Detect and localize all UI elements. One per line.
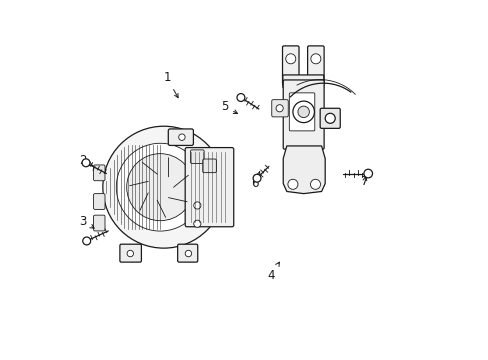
Circle shape xyxy=(363,169,372,178)
Circle shape xyxy=(102,126,224,248)
FancyBboxPatch shape xyxy=(168,129,193,145)
FancyBboxPatch shape xyxy=(307,46,324,85)
Circle shape xyxy=(237,94,244,102)
Text: 3: 3 xyxy=(79,215,94,228)
Circle shape xyxy=(297,106,309,118)
FancyBboxPatch shape xyxy=(203,159,216,173)
FancyBboxPatch shape xyxy=(271,100,287,117)
Circle shape xyxy=(292,101,314,123)
FancyBboxPatch shape xyxy=(120,244,141,262)
FancyBboxPatch shape xyxy=(282,46,298,85)
FancyBboxPatch shape xyxy=(283,80,324,149)
FancyBboxPatch shape xyxy=(185,148,233,227)
Circle shape xyxy=(253,174,261,182)
FancyBboxPatch shape xyxy=(93,194,105,210)
FancyBboxPatch shape xyxy=(282,75,323,88)
Text: 1: 1 xyxy=(163,71,178,98)
Circle shape xyxy=(170,185,182,197)
Circle shape xyxy=(285,54,295,64)
Circle shape xyxy=(325,113,335,123)
Circle shape xyxy=(193,202,201,209)
Circle shape xyxy=(310,179,320,189)
FancyBboxPatch shape xyxy=(320,108,340,129)
Circle shape xyxy=(310,54,320,64)
FancyBboxPatch shape xyxy=(177,244,197,262)
Polygon shape xyxy=(283,146,325,194)
Circle shape xyxy=(126,154,193,221)
Circle shape xyxy=(178,134,185,140)
Text: 4: 4 xyxy=(267,262,279,282)
Text: 6: 6 xyxy=(251,172,260,190)
FancyBboxPatch shape xyxy=(289,93,314,131)
Text: 7: 7 xyxy=(360,175,367,188)
Circle shape xyxy=(276,105,283,112)
Circle shape xyxy=(138,153,214,229)
Circle shape xyxy=(82,159,90,167)
FancyBboxPatch shape xyxy=(93,215,105,231)
Circle shape xyxy=(193,220,201,227)
FancyBboxPatch shape xyxy=(93,165,105,181)
Circle shape xyxy=(185,250,191,257)
Text: 5: 5 xyxy=(221,100,237,114)
Circle shape xyxy=(127,250,133,257)
Circle shape xyxy=(82,237,90,245)
Circle shape xyxy=(164,179,187,202)
Text: 2: 2 xyxy=(79,154,92,167)
FancyBboxPatch shape xyxy=(190,150,203,163)
Circle shape xyxy=(116,143,203,231)
Circle shape xyxy=(287,179,297,189)
